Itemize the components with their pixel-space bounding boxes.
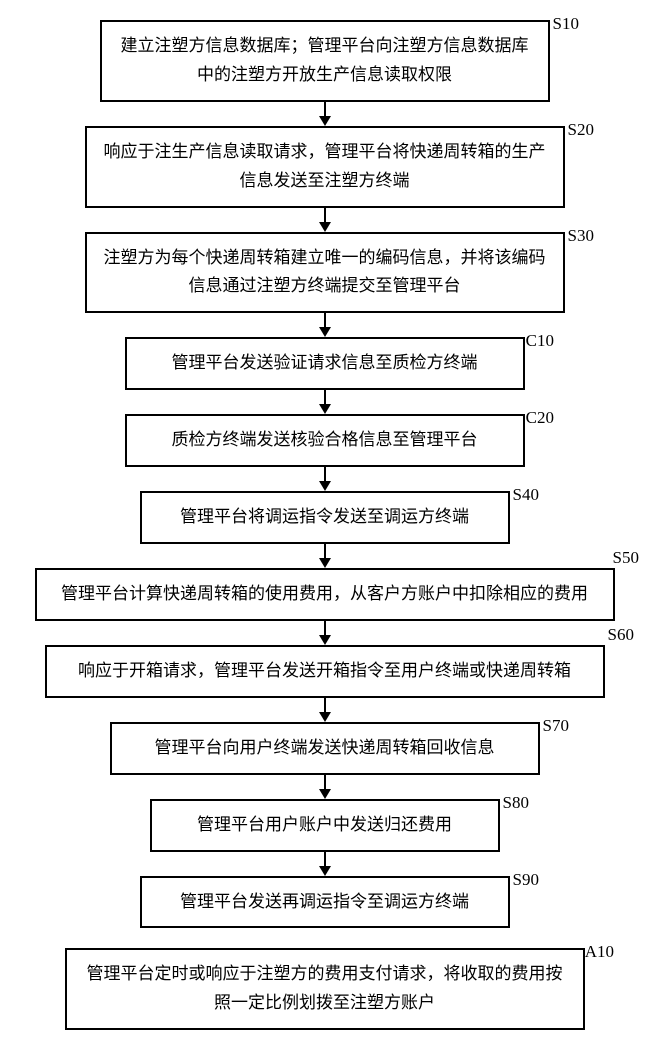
arrow-down-icon (319, 467, 331, 491)
flow-step-A10: 管理平台定时或响应于注塑方的费用支付请求，将收取的费用按照一定比例划拨至注塑方账… (10, 948, 639, 1030)
flowchart-container: 建立注塑方信息数据库；管理平台向注塑方信息数据库中的注塑方开放生产信息读取权限 S… (10, 20, 639, 1030)
flow-step-S20: 响应于注生产信息读取请求，管理平台将快递周转箱的生产信息发送至注塑方终端S20 (10, 126, 639, 208)
arrow-down-icon (319, 208, 331, 232)
arrow-down-icon (319, 102, 331, 126)
arrow-down-icon (319, 621, 331, 645)
step-box: 管理平台定时或响应于注塑方的费用支付请求，将收取的费用按照一定比例划拨至注塑方账… (65, 948, 585, 1030)
step-label: S80 (503, 793, 529, 813)
flow-step-S70: 管理平台向用户终端发送快递周转箱回收信息S70 (10, 722, 639, 775)
step-label: S10 (553, 14, 579, 34)
step-label: S20 (568, 120, 594, 140)
step-box: 管理平台计算快递周转箱的使用费用，从客户方账户中扣除相应的费用 (35, 568, 615, 621)
step-label: C20 (526, 408, 554, 428)
flow-step-S50: 管理平台计算快递周转箱的使用费用，从客户方账户中扣除相应的费用S50 (10, 568, 639, 621)
step-box: 管理平台向用户终端发送快递周转箱回收信息 (110, 722, 540, 775)
step-box: 管理平台发送验证请求信息至质检方终端 (125, 337, 525, 390)
flow-step-C10: 管理平台发送验证请求信息至质检方终端C10 (10, 337, 639, 390)
flow-step-S10: 建立注塑方信息数据库；管理平台向注塑方信息数据库中的注塑方开放生产信息读取权限S… (10, 20, 639, 102)
step-label: S90 (513, 870, 539, 890)
flow-step-C20: 质检方终端发送核验合格信息至管理平台C20 (10, 414, 639, 467)
flow-step-S30: 注塑方为每个快递周转箱建立唯一的编码信息，并将该编码信息通过注塑方终端提交至管理… (10, 232, 639, 314)
step-label: S50 (613, 548, 639, 568)
flow-step-S60: 响应于开箱请求，管理平台发送开箱指令至用户终端或快递周转箱S60 (10, 645, 639, 698)
flow-step-S40: 管理平台将调运指令发送至调运方终端S40 (10, 491, 639, 544)
step-box: 管理平台将调运指令发送至调运方终端 (140, 491, 510, 544)
arrow-down-icon (319, 775, 331, 799)
step-label: C10 (526, 331, 554, 351)
step-box: 管理平台用户账户中发送归还费用 (150, 799, 500, 852)
step-label: S30 (568, 226, 594, 246)
step-label: A10 (585, 942, 614, 962)
step-box: 管理平台发送再调运指令至调运方终端 (140, 876, 510, 929)
step-label: S60 (608, 625, 634, 645)
arrow-down-icon (319, 390, 331, 414)
arrow-down-icon (319, 698, 331, 722)
step-box: 注塑方为每个快递周转箱建立唯一的编码信息，并将该编码信息通过注塑方终端提交至管理… (85, 232, 565, 314)
step-box: 建立注塑方信息数据库；管理平台向注塑方信息数据库中的注塑方开放生产信息读取权限 (100, 20, 550, 102)
arrow-down-icon (319, 544, 331, 568)
step-box: 响应于注生产信息读取请求，管理平台将快递周转箱的生产信息发送至注塑方终端 (85, 126, 565, 208)
step-box: 质检方终端发送核验合格信息至管理平台 (125, 414, 525, 467)
step-label: S40 (513, 485, 539, 505)
flow-step-S80: 管理平台用户账户中发送归还费用S80 (10, 799, 639, 852)
arrow-down-icon (319, 313, 331, 337)
flow-step-S90: 管理平台发送再调运指令至调运方终端S90 (10, 876, 639, 929)
step-box: 响应于开箱请求，管理平台发送开箱指令至用户终端或快递周转箱 (45, 645, 605, 698)
arrow-down-icon (319, 852, 331, 876)
step-label: S70 (543, 716, 569, 736)
